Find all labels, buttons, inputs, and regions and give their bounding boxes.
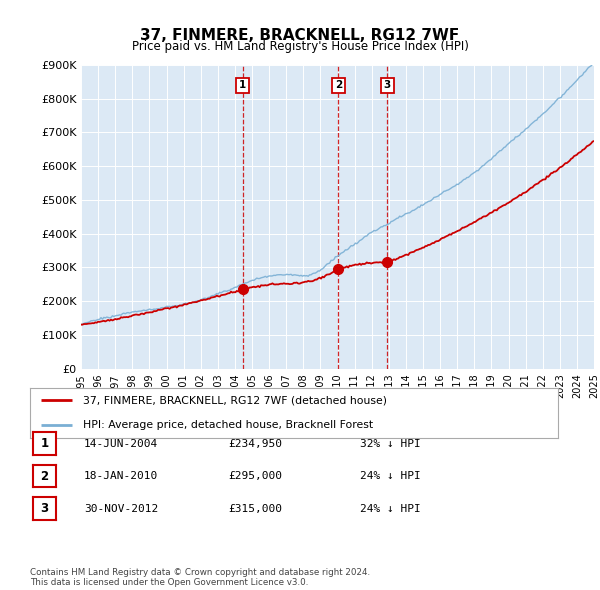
Text: 18-JAN-2010: 18-JAN-2010 (84, 471, 158, 481)
Text: 24% ↓ HPI: 24% ↓ HPI (360, 504, 421, 513)
Text: 32% ↓ HPI: 32% ↓ HPI (360, 439, 421, 448)
Text: 2: 2 (40, 470, 49, 483)
Text: HPI: Average price, detached house, Bracknell Forest: HPI: Average price, detached house, Brac… (83, 420, 373, 430)
Text: Price paid vs. HM Land Registry's House Price Index (HPI): Price paid vs. HM Land Registry's House … (131, 40, 469, 53)
Text: £234,950: £234,950 (228, 439, 282, 448)
Text: 30-NOV-2012: 30-NOV-2012 (84, 504, 158, 513)
Text: 37, FINMERE, BRACKNELL, RG12 7WF: 37, FINMERE, BRACKNELL, RG12 7WF (140, 28, 460, 43)
Text: 14-JUN-2004: 14-JUN-2004 (84, 439, 158, 448)
Text: £315,000: £315,000 (228, 504, 282, 513)
Text: 3: 3 (384, 80, 391, 90)
Text: £295,000: £295,000 (228, 471, 282, 481)
Text: 37, FINMERE, BRACKNELL, RG12 7WF (detached house): 37, FINMERE, BRACKNELL, RG12 7WF (detach… (83, 395, 387, 405)
Text: 1: 1 (239, 80, 246, 90)
Text: 3: 3 (40, 502, 49, 515)
Text: 2: 2 (335, 80, 342, 90)
Text: 24% ↓ HPI: 24% ↓ HPI (360, 471, 421, 481)
Text: 1: 1 (40, 437, 49, 450)
Text: Contains HM Land Registry data © Crown copyright and database right 2024.
This d: Contains HM Land Registry data © Crown c… (30, 568, 370, 587)
